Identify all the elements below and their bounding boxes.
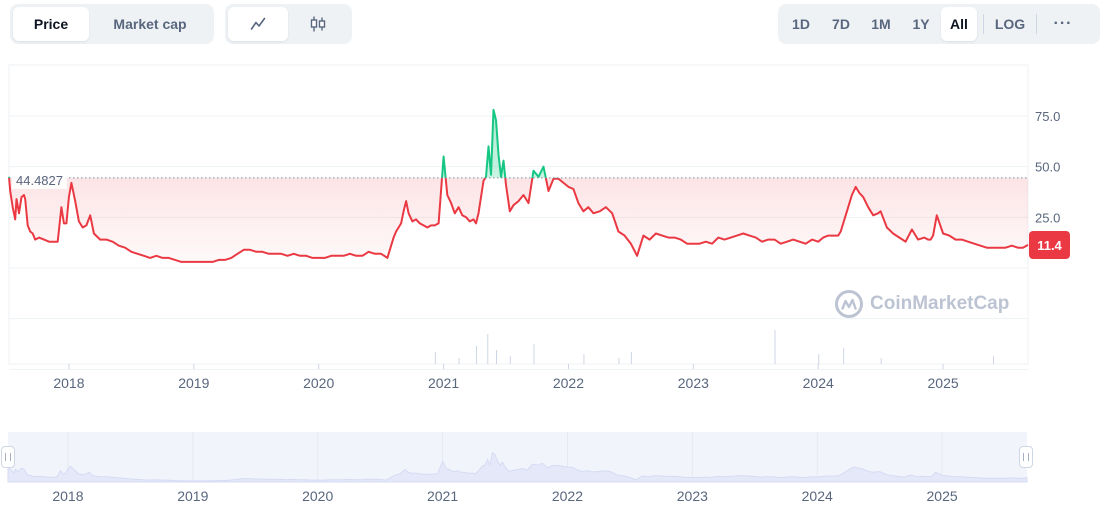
navigator-x-label: 2021 xyxy=(427,488,458,504)
navigator-x-label: 2024 xyxy=(802,488,833,504)
volume-bar xyxy=(509,356,511,364)
price-marketcap-toggle: Price Market cap xyxy=(10,4,214,44)
x-tick-label: 2025 xyxy=(928,375,959,391)
navigator-x-label: 2019 xyxy=(177,488,208,504)
range-divider xyxy=(983,14,984,34)
watermark: CoinMarketCap xyxy=(834,289,1009,319)
y-tick-label: 25.0 xyxy=(1035,210,1060,225)
y-tick-label: 50.0 xyxy=(1035,160,1060,175)
volume-bar xyxy=(487,334,489,364)
range-all-button[interactable]: All xyxy=(941,7,977,41)
x-tick-label: 2018 xyxy=(53,375,84,391)
x-tick-label: 2019 xyxy=(178,375,209,391)
time-range-selector: 1D 7D 1M 1Y All LOG ··· xyxy=(778,4,1100,44)
volume-bar xyxy=(880,358,882,364)
reference-price-label: 44.4827 xyxy=(12,172,67,189)
current-price-badge: 11.4 xyxy=(1029,231,1070,259)
volume-bar xyxy=(843,348,845,364)
price-line-below xyxy=(8,177,1029,263)
range-1d-button[interactable]: 1D xyxy=(792,16,810,32)
tab-market-cap[interactable]: Market cap xyxy=(113,16,187,32)
volume-bar xyxy=(818,354,820,364)
volume-bar xyxy=(583,354,585,364)
price-chart[interactable]: 25.0 50.0 75.0 2018 2019 2020 2021 2022 2023 2024… xyxy=(0,60,1104,400)
x-tick-label: 2021 xyxy=(428,375,459,391)
navigator-area xyxy=(7,451,1028,483)
chart-type-toggle xyxy=(225,4,352,44)
navigator-right-handle[interactable] xyxy=(1019,446,1033,468)
navigator-x-label: 2022 xyxy=(552,488,583,504)
y-tick-label: 75.0 xyxy=(1035,109,1060,124)
candlestick-icon xyxy=(310,16,326,32)
range-navigator[interactable]: 2018 2019 2020 2021 2022 2023 2024 2025 xyxy=(0,428,1104,514)
x-tick-label: 2024 xyxy=(803,375,834,391)
volume-bar xyxy=(533,344,535,364)
log-scale-button[interactable]: LOG xyxy=(994,16,1026,32)
volume-bar xyxy=(434,352,436,364)
navigator-x-label: 2025 xyxy=(927,488,958,504)
coinmarketcap-logo-icon xyxy=(835,290,863,318)
line-chart-icon xyxy=(250,17,266,30)
volume-bar xyxy=(630,352,632,364)
navigator-x-label: 2018 xyxy=(52,488,83,504)
volume-bar xyxy=(993,356,995,364)
more-options-button[interactable]: ··· xyxy=(1053,15,1073,32)
range-1m-button[interactable]: 1M xyxy=(871,16,891,32)
volume-bar xyxy=(458,358,460,364)
x-tick-label: 2023 xyxy=(678,375,709,391)
volume-bar xyxy=(774,330,776,364)
watermark-text: CoinMarketCap xyxy=(870,293,1010,314)
navigator-left-handle[interactable] xyxy=(1,446,15,468)
volume-bar xyxy=(476,346,478,364)
navigator-x-label: 2020 xyxy=(302,488,333,504)
more-divider xyxy=(1036,14,1037,34)
tab-price[interactable]: Price xyxy=(13,7,89,41)
range-7d-button[interactable]: 7D xyxy=(832,16,850,32)
volume-bar xyxy=(496,350,498,364)
range-1y-button[interactable]: 1Y xyxy=(912,16,930,32)
navigator-x-label: 2023 xyxy=(677,488,708,504)
x-tick-label: 2020 xyxy=(303,375,334,391)
line-chart-button[interactable] xyxy=(228,7,288,41)
x-tick-label: 2022 xyxy=(553,375,584,391)
candlestick-button[interactable] xyxy=(288,7,348,41)
price-area-below xyxy=(9,177,1028,262)
volume-bar xyxy=(618,358,620,364)
